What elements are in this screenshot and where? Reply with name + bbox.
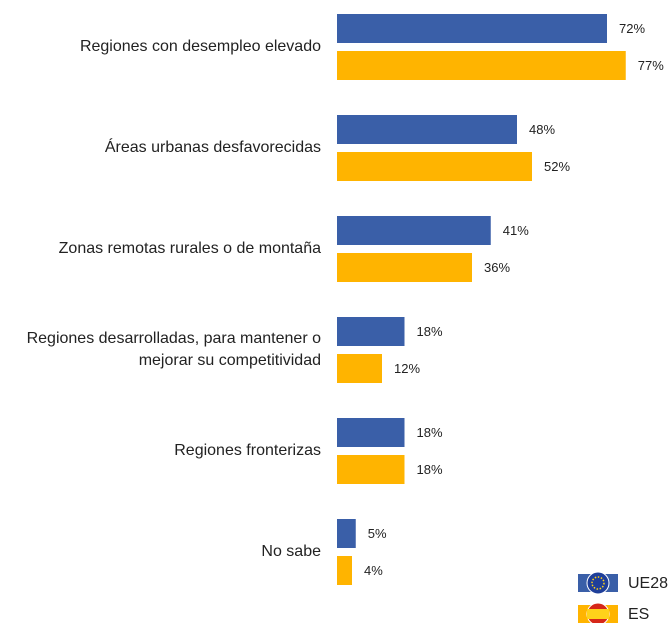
legend-label: ES [628, 606, 649, 623]
legend-flag-band [587, 609, 609, 619]
category-label: Regiones desarrolladas, para mantener o … [26, 330, 321, 369]
bar [337, 418, 405, 447]
bar [337, 253, 472, 282]
category-label: Regiones con desempleo elevado [79, 38, 321, 55]
value-label: 72% [619, 21, 645, 36]
value-label: 77% [638, 58, 664, 73]
value-label: 41% [503, 223, 529, 238]
bar [337, 51, 626, 80]
value-label: 5% [368, 526, 387, 541]
bar [337, 455, 405, 484]
legend-label: UE28 [628, 575, 668, 592]
bar [337, 519, 356, 548]
bar [337, 152, 532, 181]
category-label: Regiones fronterizas [174, 442, 321, 459]
bar [337, 556, 352, 585]
bar [337, 14, 607, 43]
legend-flag [586, 571, 610, 595]
category-label: Áreas urbanas desfavorecidas [104, 139, 321, 156]
value-label: 18% [417, 324, 443, 339]
category-label: Zonas remotas rurales o de montaña [58, 240, 321, 257]
value-label: 52% [544, 159, 570, 174]
legend-flag-stars [591, 576, 605, 590]
bar [337, 317, 405, 346]
value-label: 36% [484, 260, 510, 275]
value-label: 12% [394, 361, 420, 376]
value-label: 18% [417, 462, 443, 477]
bar [337, 115, 517, 144]
value-label: 18% [417, 425, 443, 440]
value-label: 4% [364, 563, 383, 578]
value-label: 48% [529, 122, 555, 137]
category-label: No sabe [261, 543, 321, 560]
bar [337, 354, 382, 383]
bar [337, 216, 491, 245]
